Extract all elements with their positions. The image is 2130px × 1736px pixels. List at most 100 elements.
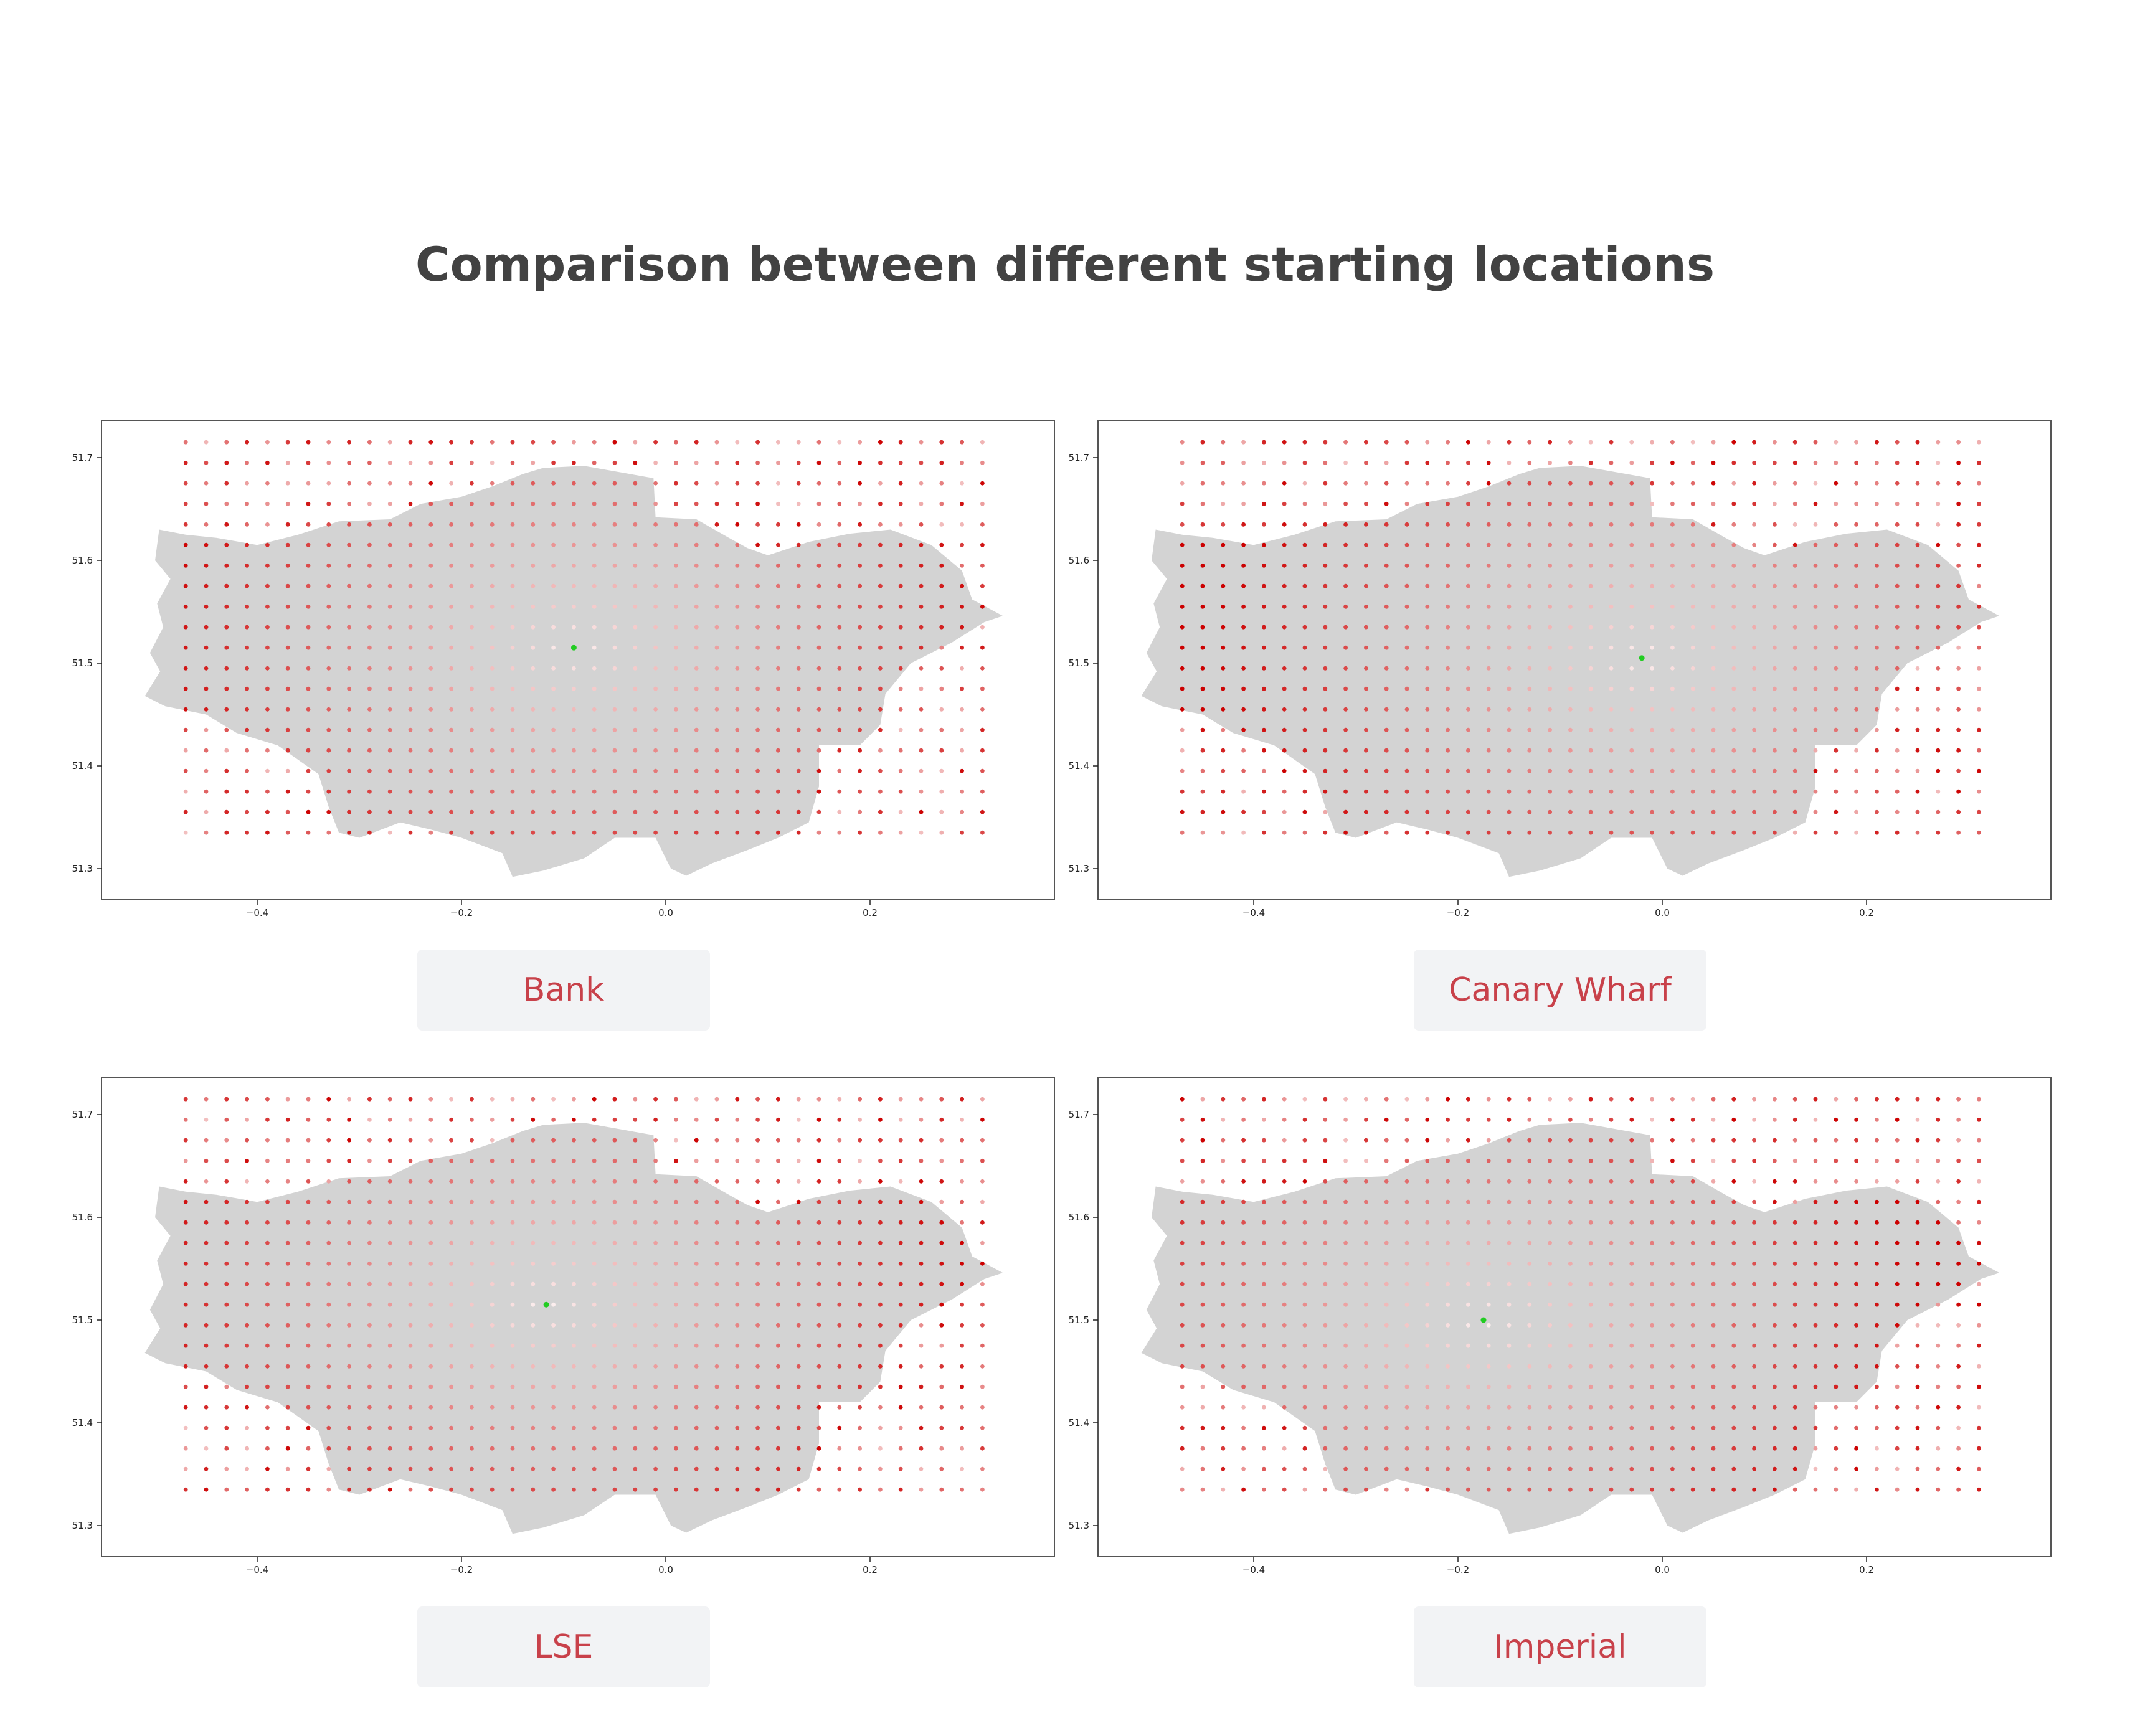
grid-point (1282, 768, 1287, 773)
grid-point (796, 1302, 801, 1307)
grid-point (694, 809, 699, 814)
grid-point (204, 1281, 209, 1286)
grid-point (285, 563, 290, 568)
grid-point (837, 1384, 842, 1389)
grid-point (1731, 1179, 1736, 1184)
grid-point (939, 830, 944, 835)
grid-point (1200, 1364, 1205, 1369)
grid-point (837, 1138, 842, 1143)
grid-point (1977, 1466, 1981, 1471)
grid-point (755, 460, 760, 465)
grid-point (326, 1343, 331, 1348)
grid-point (1977, 1446, 1981, 1451)
grid-point (1404, 1138, 1409, 1143)
grid-point (1343, 563, 1348, 568)
grid-point (285, 830, 290, 835)
grid-point (1731, 768, 1736, 773)
grid-point (1690, 522, 1695, 527)
grid-point (755, 727, 760, 732)
grid-point (204, 809, 209, 814)
grid-point (858, 1199, 862, 1204)
grid-point (245, 563, 249, 568)
grid-point (326, 809, 331, 814)
grid-point (1404, 1302, 1409, 1307)
grid-point (1404, 1323, 1409, 1328)
grid-point (1813, 1446, 1818, 1451)
grid-point (1548, 686, 1552, 691)
grid-point (1404, 440, 1409, 445)
grid-point (1792, 604, 1797, 609)
grid-point (1221, 1097, 1226, 1102)
grid-point (285, 1097, 290, 1102)
grid-point (1609, 625, 1614, 630)
grid-point (1731, 604, 1736, 609)
grid-point (1364, 830, 1368, 835)
grid-point (1854, 1261, 1858, 1266)
grid-point (674, 501, 678, 506)
grid-point (980, 686, 985, 691)
grid-point (980, 1384, 985, 1389)
grid-point (1404, 809, 1409, 814)
grid-point (633, 809, 638, 814)
grid-point (592, 1425, 597, 1430)
grid-point (285, 645, 290, 650)
grid-point (1854, 1425, 1858, 1430)
grid-point (837, 809, 842, 814)
grid-point (224, 1425, 229, 1430)
grid-point (1813, 1117, 1818, 1122)
grid-point (1731, 1261, 1736, 1266)
grid-point (1670, 1158, 1675, 1163)
grid-point (633, 789, 638, 794)
grid-point (1425, 542, 1430, 547)
grid-point (1507, 666, 1512, 671)
grid-point (1323, 1261, 1328, 1266)
grid-point (551, 1323, 556, 1328)
grid-point (878, 583, 883, 588)
grid-point (1588, 1261, 1593, 1266)
grid-point (878, 1364, 883, 1369)
grid-point (898, 748, 903, 753)
grid-point (204, 1446, 209, 1451)
grid-point (1404, 1158, 1409, 1163)
grid-point (1527, 686, 1532, 691)
grid-point (1813, 1364, 1818, 1369)
grid-point (1895, 1158, 1900, 1163)
grid-point (694, 1323, 699, 1328)
grid-point (1404, 686, 1409, 691)
grid-point (1936, 789, 1941, 794)
grid-point (837, 666, 842, 671)
grid-point (285, 1343, 290, 1348)
grid-point (1282, 727, 1287, 732)
grid-point (878, 666, 883, 671)
grid-point (878, 1199, 883, 1204)
grid-point (1323, 1323, 1328, 1328)
grid-point (714, 563, 719, 568)
grid-point (387, 604, 392, 609)
grid-point (1670, 1446, 1675, 1451)
grid-point (1936, 501, 1941, 506)
grid-point (1425, 686, 1430, 691)
grid-point (1221, 727, 1226, 732)
grid-point (980, 501, 985, 506)
grid-point (1650, 1384, 1654, 1389)
grid-point (919, 666, 924, 671)
grid-point (858, 686, 862, 691)
grid-point (1568, 625, 1573, 630)
grid-point (653, 1364, 658, 1369)
grid-point (653, 625, 658, 630)
grid-point (796, 1117, 801, 1122)
grid-point (1650, 1138, 1654, 1143)
grid-point (1915, 1261, 1920, 1266)
grid-point (796, 604, 801, 609)
grid-point (674, 1261, 678, 1266)
grid-point (1588, 522, 1593, 527)
grid-point (1302, 1425, 1307, 1430)
grid-point (1446, 1466, 1450, 1471)
grid-point (1875, 1343, 1879, 1348)
grid-point (326, 1220, 331, 1225)
grid-point (245, 809, 249, 814)
grid-point (387, 1302, 392, 1307)
grid-point (1895, 830, 1900, 835)
grid-point (285, 1384, 290, 1389)
grid-point (1302, 563, 1307, 568)
